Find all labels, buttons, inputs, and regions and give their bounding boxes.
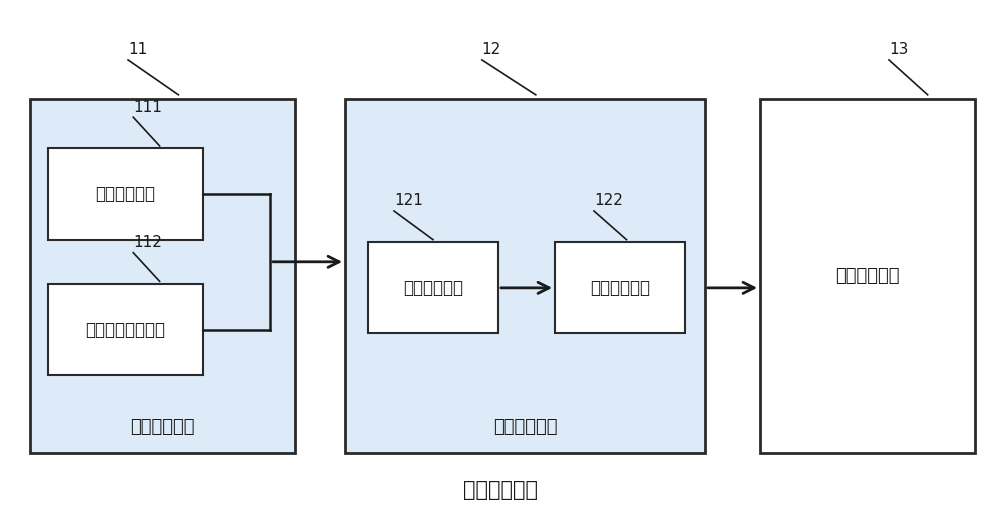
Text: 121: 121 [394, 193, 423, 208]
Text: 122: 122 [594, 193, 623, 208]
Text: 12: 12 [482, 42, 501, 57]
Text: 数据集成中心: 数据集成中心 [130, 418, 195, 436]
Text: 13: 13 [889, 42, 908, 57]
FancyBboxPatch shape [345, 99, 705, 453]
FancyBboxPatch shape [30, 99, 295, 453]
FancyBboxPatch shape [760, 99, 975, 453]
Text: 生产管理系统接口: 生产管理系统接口 [86, 320, 166, 339]
Text: 数据管理中心: 数据管理中心 [493, 418, 557, 436]
FancyBboxPatch shape [555, 242, 685, 333]
Text: 111: 111 [133, 100, 162, 115]
Text: 辅助决策系统: 辅助决策系统 [462, 480, 538, 500]
Text: 数据处理模块: 数据处理模块 [403, 279, 463, 297]
FancyBboxPatch shape [48, 284, 203, 375]
FancyBboxPatch shape [368, 242, 498, 333]
Text: 112: 112 [133, 235, 162, 250]
Text: 数据存储模块: 数据存储模块 [590, 279, 650, 297]
FancyBboxPatch shape [48, 148, 203, 240]
Text: 控制系统接口: 控制系统接口 [96, 185, 156, 203]
Text: 11: 11 [128, 42, 147, 57]
Text: 辅助决策中心: 辅助决策中心 [835, 267, 900, 285]
